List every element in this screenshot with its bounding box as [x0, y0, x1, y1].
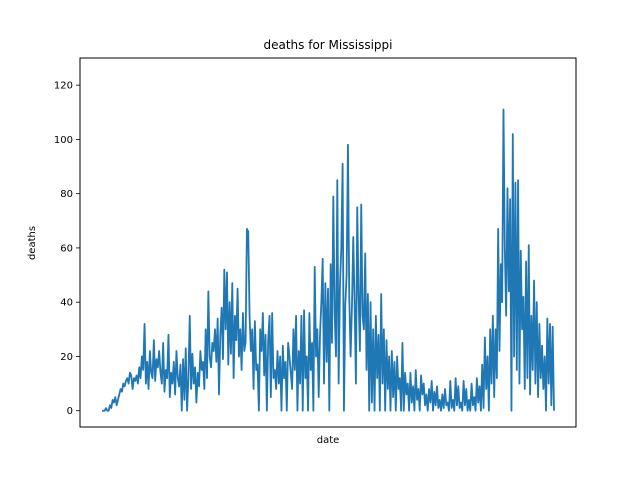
y-tick-label: 0 — [67, 406, 73, 417]
plot-frame — [79, 57, 577, 428]
y-tick-label: 40 — [60, 298, 73, 309]
x-axis-label: date — [317, 435, 340, 446]
y-axis: 0 20 40 60 80 100 120 — [54, 81, 80, 417]
chart-title: deaths for Mississippi — [264, 38, 393, 52]
y-tick-label: 80 — [60, 189, 73, 200]
y-tick-label: 60 — [60, 243, 73, 254]
series-line-0 — [102, 108, 555, 412]
y-axis-label: deaths — [27, 226, 38, 260]
plot-area — [102, 108, 555, 412]
y-tick-label: 120 — [54, 81, 73, 92]
y-tick-label: 20 — [60, 352, 73, 363]
y-tick-label: 100 — [54, 135, 73, 146]
